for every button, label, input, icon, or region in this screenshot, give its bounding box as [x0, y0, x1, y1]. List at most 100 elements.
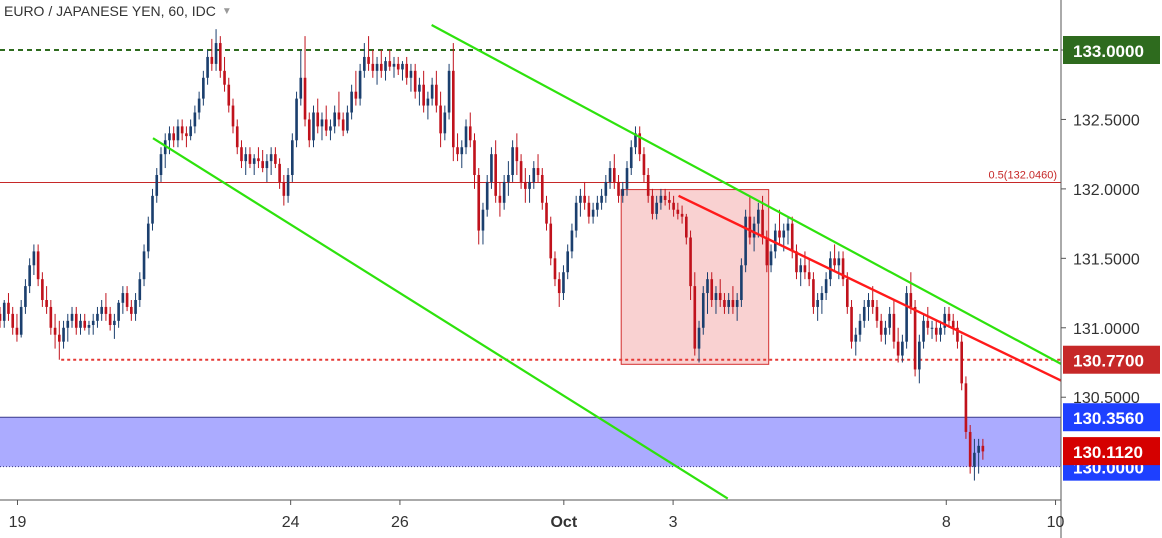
candle-body — [214, 43, 218, 64]
candle-body — [117, 302, 120, 321]
candle-body — [485, 181, 489, 210]
candle-body — [608, 168, 612, 182]
candle-body — [413, 70, 417, 92]
candle-body — [379, 63, 383, 71]
y-tick-label: 131.0000 — [1073, 321, 1140, 338]
chevron-down-icon[interactable]: ▼ — [221, 5, 232, 17]
candle-body — [57, 334, 61, 342]
candle-body — [87, 325, 91, 328]
x-tick-label: 19 — [9, 514, 27, 531]
candle-body — [363, 56, 366, 71]
candle-body — [134, 300, 137, 314]
candle-body — [651, 195, 654, 214]
x-tick-label: 10 — [1047, 514, 1065, 531]
candle-body — [604, 181, 608, 196]
candle-body — [303, 77, 307, 120]
chart-title-bar[interactable]: EURO / JAPANESE YEN, 60, IDC ▼ — [4, 3, 232, 19]
candle-body — [718, 293, 722, 300]
price-tag-support: 130.7700 — [1073, 352, 1144, 371]
candle-body — [964, 383, 968, 432]
candle-body — [435, 84, 438, 106]
candle-body — [172, 133, 176, 141]
candle-body — [968, 431, 972, 467]
candle-body — [896, 341, 900, 356]
candle-body — [456, 147, 459, 155]
candle-body — [536, 168, 540, 175]
candle-body — [973, 452, 976, 467]
candle-body — [845, 279, 849, 307]
candle-body — [350, 91, 353, 113]
candle-body — [2, 302, 6, 321]
candle-body — [121, 293, 125, 303]
candle-body — [540, 175, 544, 203]
candle-body — [981, 445, 985, 452]
candle-body — [977, 445, 980, 453]
candle-body — [668, 200, 671, 203]
candle-body — [227, 84, 231, 106]
candle-body — [892, 313, 896, 342]
candle-body — [286, 175, 290, 196]
candle-body — [752, 223, 756, 238]
candle-body — [193, 112, 197, 127]
candle-body — [155, 175, 159, 196]
candle-body — [553, 258, 557, 280]
candle-body — [189, 126, 192, 137]
candle-body — [723, 300, 726, 307]
candle-body — [638, 133, 642, 155]
candle-body — [66, 320, 70, 328]
candle-body — [70, 313, 74, 321]
candle-body — [269, 154, 273, 162]
candle-body — [685, 216, 688, 238]
candle-body — [596, 202, 599, 210]
price-tag-current: 130.1120 — [1073, 443, 1143, 462]
candle-body — [447, 70, 451, 113]
candle-body — [291, 140, 294, 175]
candle-body — [562, 272, 565, 294]
candle-body — [375, 63, 379, 71]
candle-body — [629, 147, 633, 169]
candle-body — [333, 112, 336, 127]
candle-body — [710, 279, 714, 300]
candle-body — [833, 258, 836, 266]
candle-body — [617, 181, 620, 196]
candle-body — [757, 209, 760, 224]
candle-body — [634, 133, 637, 148]
candle-body — [655, 202, 658, 214]
candle-body — [570, 230, 574, 252]
candle-body — [697, 327, 701, 349]
candle-body — [278, 163, 281, 182]
candle-body — [858, 320, 862, 335]
candle-body — [282, 181, 286, 196]
candle-body — [680, 213, 684, 217]
candle-body — [142, 251, 146, 280]
candle-body — [426, 98, 430, 106]
candle-body — [265, 161, 269, 169]
candle-body — [100, 306, 103, 314]
candle-body — [922, 320, 925, 342]
candle-body — [62, 327, 65, 342]
candle-body — [146, 223, 150, 252]
candle-body — [795, 251, 798, 273]
candle-body — [769, 251, 773, 266]
candle-body — [45, 300, 48, 307]
candle-body — [672, 202, 675, 210]
candle-body — [591, 209, 595, 217]
y-tick-label: 131.5000 — [1073, 251, 1140, 268]
candle-body — [244, 154, 248, 162]
candle-body — [473, 140, 476, 175]
candle-body — [930, 327, 934, 329]
candle-body — [312, 112, 315, 141]
candle-body — [439, 105, 442, 134]
candle-body — [583, 195, 586, 203]
candle-body — [642, 154, 646, 175]
candle-body — [257, 158, 260, 162]
candle-body — [901, 341, 904, 356]
x-tick-label: 26 — [391, 514, 409, 531]
channel-lower-line — [152, 137, 729, 500]
candle-body — [706, 279, 709, 294]
candle-body — [956, 327, 959, 342]
candle-body — [744, 216, 747, 266]
candle-body — [816, 300, 819, 307]
candle-body — [367, 56, 370, 64]
